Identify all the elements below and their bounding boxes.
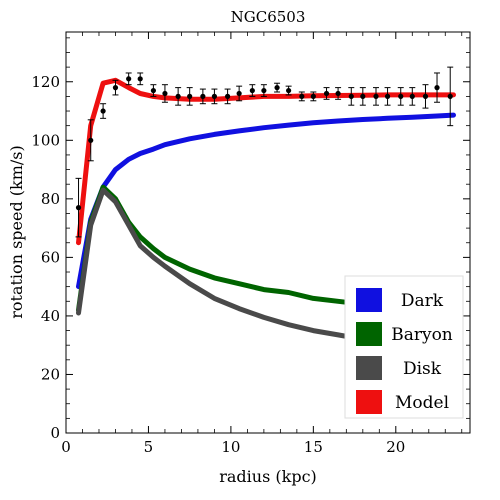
x-tick-label: 0 xyxy=(61,438,71,456)
series-line-model xyxy=(76,77,456,246)
data-marker xyxy=(422,93,429,99)
y-axis-label: rotation speed (km/s) xyxy=(7,145,26,319)
data-marker xyxy=(261,87,267,94)
x-tick-label: 10 xyxy=(221,438,240,456)
data-marker xyxy=(398,93,404,99)
data-marker xyxy=(100,108,106,114)
data-point xyxy=(150,84,157,97)
data-point xyxy=(186,87,193,106)
legend-swatch-disk xyxy=(356,356,382,380)
observed-data-points xyxy=(75,66,454,238)
data-marker xyxy=(384,93,391,99)
data-point xyxy=(199,88,206,105)
data-marker xyxy=(310,93,316,99)
y-tick-label: 100 xyxy=(31,131,60,149)
data-marker xyxy=(274,85,280,91)
x-axis-label: radius (kpc) xyxy=(219,467,317,486)
data-point xyxy=(125,72,132,86)
data-point xyxy=(447,66,454,127)
axis-ticks xyxy=(65,32,470,434)
data-marker xyxy=(88,137,94,143)
data-marker xyxy=(299,93,305,99)
data-marker xyxy=(150,87,156,94)
data-marker xyxy=(249,87,255,94)
y-tick-label: 20 xyxy=(41,365,60,383)
data-point xyxy=(323,87,330,100)
data-marker xyxy=(187,93,193,99)
data-marker xyxy=(373,93,379,99)
data-point xyxy=(137,72,144,86)
plot-frame xyxy=(65,31,471,434)
data-marker xyxy=(335,90,341,97)
data-point xyxy=(384,87,391,106)
data-point xyxy=(310,91,317,102)
series-line-dark xyxy=(76,112,456,290)
data-point xyxy=(285,85,292,96)
x-tick-label: 20 xyxy=(386,438,405,456)
data-marker xyxy=(75,205,82,211)
data-point xyxy=(335,87,342,100)
x-tick-label: 5 xyxy=(144,438,154,456)
data-marker xyxy=(211,93,218,99)
y-tick-label: 120 xyxy=(31,73,60,91)
data-point xyxy=(397,87,404,106)
x-tick-label: 15 xyxy=(304,438,323,456)
data-marker xyxy=(225,93,231,99)
data-point xyxy=(298,91,305,102)
data-point xyxy=(373,87,380,106)
data-marker xyxy=(447,93,453,99)
data-point xyxy=(260,84,267,97)
data-point xyxy=(409,87,416,106)
data-marker xyxy=(137,76,143,82)
data-point xyxy=(274,82,281,93)
legend-label-baryon: Baryon xyxy=(391,325,453,345)
data-point xyxy=(224,88,231,105)
legend-swatch-baryon xyxy=(356,322,382,346)
legend-label-dark: Dark xyxy=(401,291,444,311)
data-marker xyxy=(360,93,366,99)
data-marker xyxy=(323,90,330,97)
data-marker xyxy=(162,90,168,97)
data-point xyxy=(236,85,243,102)
y-tick-label: 60 xyxy=(41,248,60,266)
data-marker xyxy=(236,90,242,97)
data-marker xyxy=(434,85,440,91)
y-tick-label: 40 xyxy=(41,307,60,325)
data-point xyxy=(100,103,107,119)
data-marker xyxy=(409,93,415,99)
legend-swatch-dark xyxy=(356,288,382,312)
data-marker xyxy=(286,87,292,94)
data-point xyxy=(161,84,168,103)
data-marker xyxy=(112,85,119,91)
y-tick-label: 0 xyxy=(50,424,60,442)
legend-label-disk: Disk xyxy=(403,359,442,379)
data-point xyxy=(175,87,182,106)
data-point xyxy=(348,87,355,106)
y-tick-label: 80 xyxy=(41,190,60,208)
data-point xyxy=(75,177,82,238)
legend-swatch-model xyxy=(356,390,382,414)
data-marker xyxy=(126,76,132,82)
chart-title: NGC6503 xyxy=(231,8,306,26)
axis-tick-labels: 0 5 10 15 20 0 20 40 60 80 100 120 xyxy=(31,73,405,456)
legend-label-model: Model xyxy=(395,393,449,413)
data-point xyxy=(112,79,119,96)
data-point xyxy=(434,72,441,103)
data-point xyxy=(87,119,94,162)
data-point xyxy=(249,84,256,97)
data-point xyxy=(422,84,429,109)
data-marker xyxy=(200,93,206,99)
data-point xyxy=(359,87,366,106)
data-point xyxy=(211,88,218,105)
data-marker xyxy=(348,93,354,99)
legend: Dark Baryon Disk Model xyxy=(344,275,464,419)
data-marker xyxy=(175,93,181,99)
